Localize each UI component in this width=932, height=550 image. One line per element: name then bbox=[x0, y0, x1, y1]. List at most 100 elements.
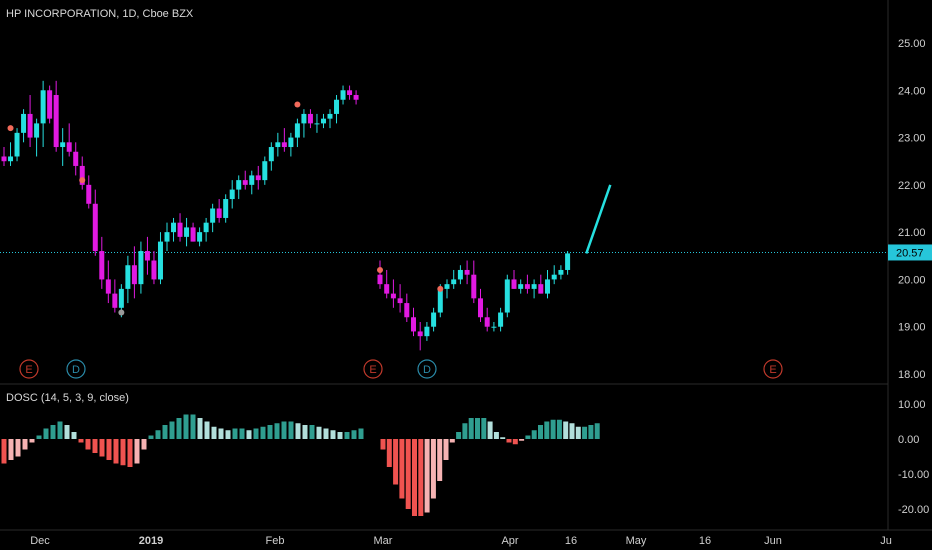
osc-bar bbox=[274, 423, 280, 439]
osc-bar bbox=[456, 432, 462, 439]
candle-body bbox=[229, 189, 235, 200]
time-tick-label: Mar bbox=[374, 535, 393, 547]
osc-bar bbox=[550, 419, 556, 439]
osc-bar bbox=[487, 421, 493, 439]
time-tick-label: Ju bbox=[880, 535, 892, 547]
osc-bar bbox=[405, 439, 411, 509]
osc-bar bbox=[500, 437, 506, 439]
osc-bar bbox=[344, 432, 350, 439]
event-label: E bbox=[25, 364, 32, 376]
candle-body bbox=[314, 123, 320, 125]
osc-bar bbox=[412, 439, 417, 516]
candle-body bbox=[307, 113, 313, 124]
candle-body bbox=[125, 265, 131, 289]
osc-bar bbox=[78, 439, 84, 443]
price-tick-label: 23.00 bbox=[898, 133, 926, 145]
candle-body bbox=[236, 180, 242, 190]
price-tick-label: 21.00 bbox=[898, 227, 926, 239]
osc-bar bbox=[176, 418, 182, 439]
osc-bar bbox=[22, 439, 28, 450]
candle-body bbox=[327, 113, 333, 119]
time-tick-label: 2019 bbox=[139, 535, 163, 547]
osc-bar bbox=[475, 418, 480, 439]
osc-bar bbox=[519, 439, 525, 441]
osc-bar bbox=[29, 439, 35, 443]
osc-bar bbox=[418, 439, 424, 516]
candle-body bbox=[60, 142, 66, 148]
time-tick-label: 16 bbox=[699, 535, 711, 547]
candle-body bbox=[431, 312, 437, 327]
osc-bar bbox=[288, 421, 294, 439]
candle-body bbox=[491, 326, 497, 328]
candle-body bbox=[184, 227, 190, 237]
osc-bar bbox=[134, 439, 140, 464]
osc-bar bbox=[588, 425, 594, 439]
osc-bar bbox=[309, 425, 315, 439]
osc-bar bbox=[316, 426, 322, 439]
price-tick-label: 20.00 bbox=[898, 274, 926, 286]
event-label: E bbox=[369, 364, 376, 376]
osc-bar bbox=[430, 439, 436, 499]
candle-body bbox=[34, 123, 40, 138]
osc-bar bbox=[71, 432, 77, 439]
candle-body bbox=[86, 184, 92, 204]
osc-bar bbox=[197, 418, 203, 439]
osc-bar bbox=[253, 428, 259, 439]
candle-body bbox=[451, 279, 457, 285]
osc-bar bbox=[155, 430, 161, 439]
osc-bar bbox=[211, 426, 217, 439]
osc-bar bbox=[437, 439, 443, 481]
osc-bar bbox=[113, 439, 119, 464]
osc-bar bbox=[141, 439, 147, 450]
candle-body bbox=[478, 298, 483, 318]
osc-bar bbox=[506, 439, 512, 443]
candle-body bbox=[40, 90, 46, 124]
candle-body bbox=[531, 284, 537, 289]
candle-body bbox=[397, 298, 403, 304]
candle-body bbox=[377, 274, 383, 285]
osc-bar bbox=[424, 439, 430, 513]
candle-body bbox=[437, 288, 443, 313]
candle-body bbox=[223, 199, 229, 218]
candle-body bbox=[511, 279, 517, 289]
osc-bar bbox=[246, 430, 252, 439]
osc-bar bbox=[218, 428, 224, 439]
candle-body bbox=[105, 279, 111, 294]
event-label: D bbox=[72, 364, 80, 376]
candle-body bbox=[262, 161, 268, 181]
candle-body bbox=[538, 284, 544, 294]
osc-bar bbox=[594, 423, 600, 439]
osc-tick-label: -10.00 bbox=[898, 469, 929, 481]
candle-body bbox=[545, 279, 550, 294]
last-price-label: 20.57 bbox=[896, 247, 924, 259]
osc-bar bbox=[162, 425, 168, 439]
candle-body bbox=[424, 326, 430, 337]
candle-body bbox=[255, 175, 261, 181]
osc-bar bbox=[57, 421, 63, 439]
osc-bar bbox=[386, 439, 392, 467]
candle-body bbox=[92, 203, 98, 252]
projection-line bbox=[585, 184, 612, 254]
candle-body bbox=[404, 303, 410, 318]
osc-bar bbox=[358, 428, 364, 439]
time-tick-label: May bbox=[626, 535, 647, 547]
osc-bar bbox=[1, 439, 7, 464]
signal-dot bbox=[79, 177, 86, 184]
osc-bar bbox=[43, 428, 49, 439]
candle-body bbox=[197, 232, 203, 242]
osc-bar bbox=[449, 439, 455, 443]
candle-body bbox=[268, 147, 274, 162]
osc-bar bbox=[512, 439, 518, 445]
candle-body bbox=[131, 265, 137, 285]
candle-body bbox=[190, 227, 196, 242]
candle-body bbox=[558, 269, 564, 275]
candle-body bbox=[524, 284, 530, 289]
osc-bar bbox=[15, 439, 21, 457]
candle-body bbox=[565, 253, 571, 270]
candle-body bbox=[249, 175, 255, 185]
osc-bar bbox=[106, 439, 112, 460]
osc-bar bbox=[525, 435, 531, 439]
indicator-title: DOSC (14, 5, 3, 9, close) bbox=[6, 392, 129, 404]
candle-body bbox=[551, 274, 557, 280]
